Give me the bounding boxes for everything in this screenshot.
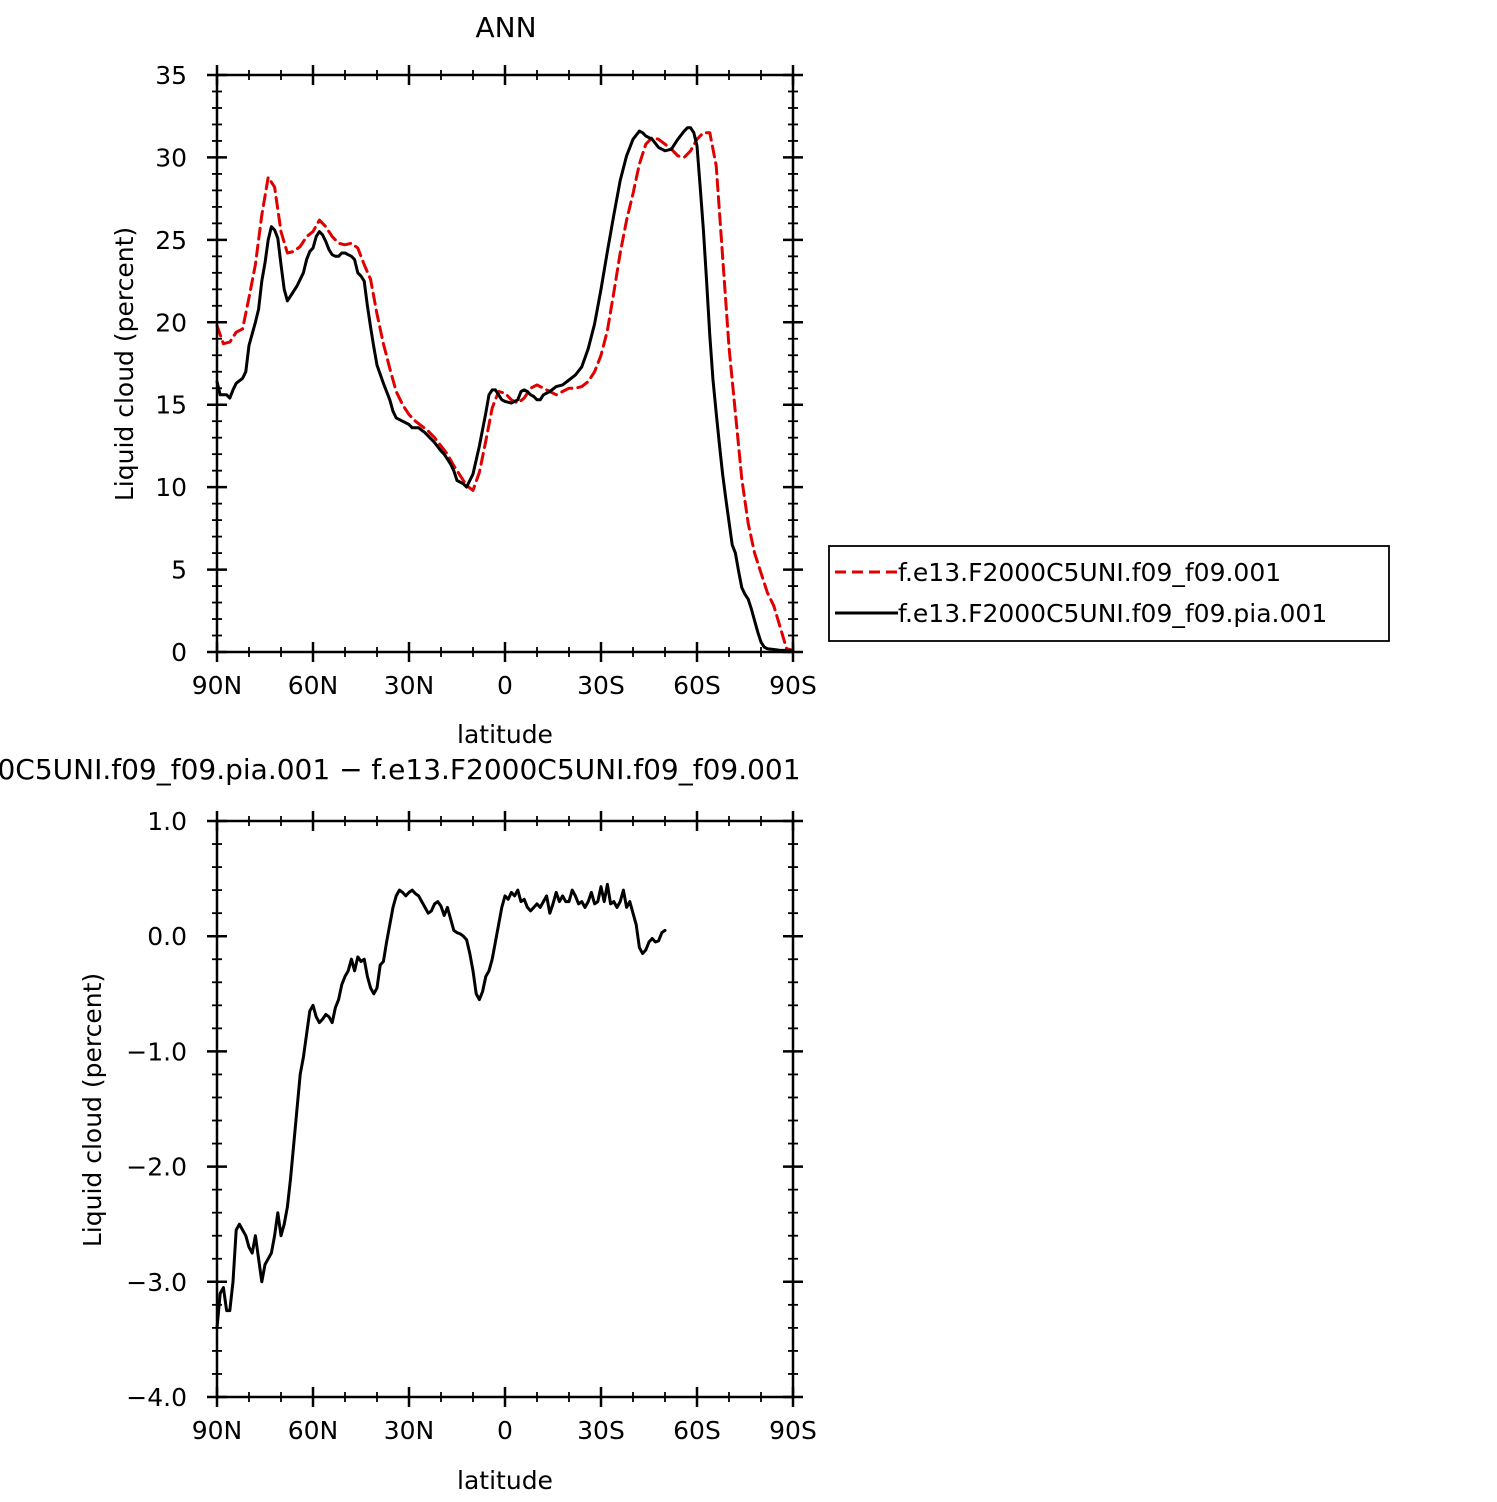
top-y-tick-labels: 0 5 10 15 20 25 30 35 — [155, 61, 187, 667]
y-tick-label: 15 — [155, 391, 187, 420]
top-series-lines — [215, 126, 795, 652]
series-line-1 — [215, 131, 795, 652]
bottom-plot-frame — [215, 819, 795, 1399]
y-tick-label: 1.0 — [147, 807, 187, 836]
bottom-y-axis-title: Liquid cloud (percent) — [78, 973, 107, 1247]
legend-label-series-1: f.e13.F2000C5UNI.f09_f09.001 — [898, 558, 1281, 587]
x-tick-label: 90N — [192, 671, 243, 700]
series-line-1 — [215, 882, 667, 1330]
x-tick-label: 60N — [288, 671, 339, 700]
y-tick-label: −4.0 — [126, 1383, 187, 1412]
legend-label-series-2: f.e13.F2000C5UNI.f09_f09.pia.001 — [898, 599, 1327, 628]
y-tick-label: −2.0 — [126, 1153, 187, 1182]
bottom-chart-title: f.e13.F2000C5UNI.f09_f09.pia.001 − f.e13… — [0, 753, 801, 786]
x-tick-label: 0 — [497, 671, 513, 700]
x-tick-label: 90N — [192, 1416, 243, 1445]
y-tick-label: 0 — [171, 638, 187, 667]
y-tick-label: 0.0 — [147, 922, 187, 951]
x-tick-label: 90S — [769, 671, 817, 700]
legend: f.e13.F2000C5UNI.f09_f09.001 f.e13.F2000… — [828, 545, 1390, 642]
top-chart-title: ANN — [475, 11, 536, 44]
x-tick-label: 60S — [673, 1416, 721, 1445]
top-line-chart: ANN 90N 60N 30N 0 30S 60S 90S 0 5 10 15 20 25 30 35 l… — [110, 11, 1390, 749]
y-tick-label: 20 — [155, 308, 187, 337]
x-tick-label: 0 — [497, 1416, 513, 1445]
series-line-2 — [215, 126, 795, 652]
top-plot-frame — [215, 73, 795, 654]
x-tick-label: 30N — [384, 671, 435, 700]
legend-frame — [828, 545, 1390, 642]
y-tick-label: 25 — [155, 226, 187, 255]
bottom-x-tick-labels: 90N 60N 30N 0 30S 60S 90S — [192, 1416, 817, 1445]
x-tick-label: 60N — [288, 1416, 339, 1445]
x-tick-label: 90S — [769, 1416, 817, 1445]
x-tick-label: 30S — [577, 1416, 625, 1445]
y-tick-label: 30 — [155, 143, 187, 172]
bottom-y-tick-labels: 1.0 0.0 −1.0 −2.0 −3.0 −4.0 — [126, 807, 187, 1412]
x-tick-label: 30S — [577, 671, 625, 700]
y-tick-label: −3.0 — [126, 1268, 187, 1297]
top-x-tick-labels: 90N 60N 30N 0 30S 60S 90S — [192, 671, 817, 700]
bottom-series-lines — [215, 882, 667, 1330]
x-tick-label: 30N — [384, 1416, 435, 1445]
bottom-line-chart: f.e13.F2000C5UNI.f09_f09.pia.001 − f.e13… — [0, 753, 817, 1495]
y-tick-label: −1.0 — [126, 1037, 187, 1066]
y-tick-label: 10 — [155, 473, 187, 502]
bottom-x-axis-title: latitude — [457, 1466, 553, 1495]
top-x-axis-title: latitude — [457, 720, 553, 749]
x-tick-label: 60S — [673, 671, 721, 700]
y-tick-label: 35 — [155, 61, 187, 90]
top-y-axis-title: Liquid cloud (percent) — [110, 227, 139, 501]
y-tick-label: 5 — [171, 556, 187, 585]
